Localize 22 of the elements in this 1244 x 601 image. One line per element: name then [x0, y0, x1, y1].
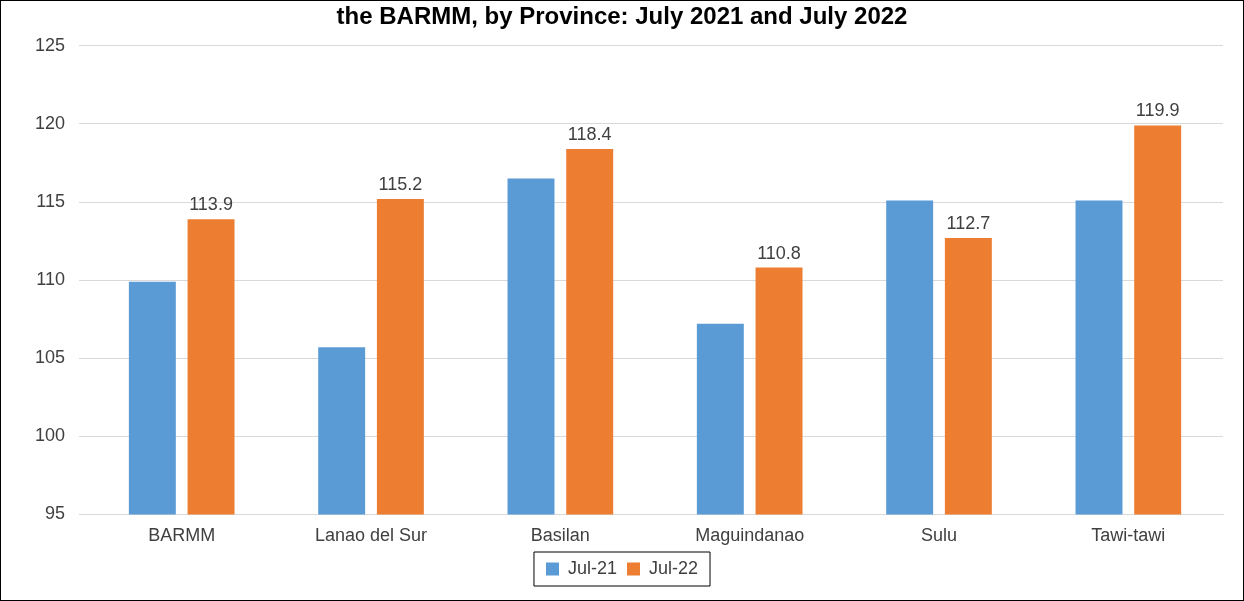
- data-label: 118.4: [567, 123, 612, 144]
- data-label: 119.9: [1135, 100, 1180, 121]
- y-tick-label: 115: [36, 190, 66, 211]
- x-tick-label: Tawi-tawi: [1091, 525, 1166, 546]
- legend-label: Jul-21: [567, 557, 618, 578]
- y-tick-label: 120: [34, 112, 66, 133]
- x-tick-label: Sulu: [920, 525, 958, 546]
- y-tick-label: 100: [34, 425, 66, 446]
- y-tick-label: 95: [45, 503, 66, 524]
- data-label: 110.8: [757, 242, 801, 263]
- data-label: 115.2: [378, 173, 423, 194]
- chart-title: the BARMM, by Province: July 2021 and July 2022: [336, 2, 908, 30]
- data-label: 113.9: [189, 194, 233, 215]
- y-tick-label: 125: [34, 34, 66, 55]
- x-tick-label: Lanao del Sur: [314, 525, 428, 546]
- x-tick-label: Maguindanao: [695, 525, 805, 546]
- x-tick-label: BARMM: [148, 525, 216, 546]
- y-tick-label: 110: [36, 269, 66, 290]
- y-tick-label: 105: [34, 347, 66, 368]
- data-label: 112.7: [946, 212, 991, 233]
- x-tick-label: Basilan: [530, 525, 590, 546]
- legend-label: Jul-22: [649, 557, 699, 578]
